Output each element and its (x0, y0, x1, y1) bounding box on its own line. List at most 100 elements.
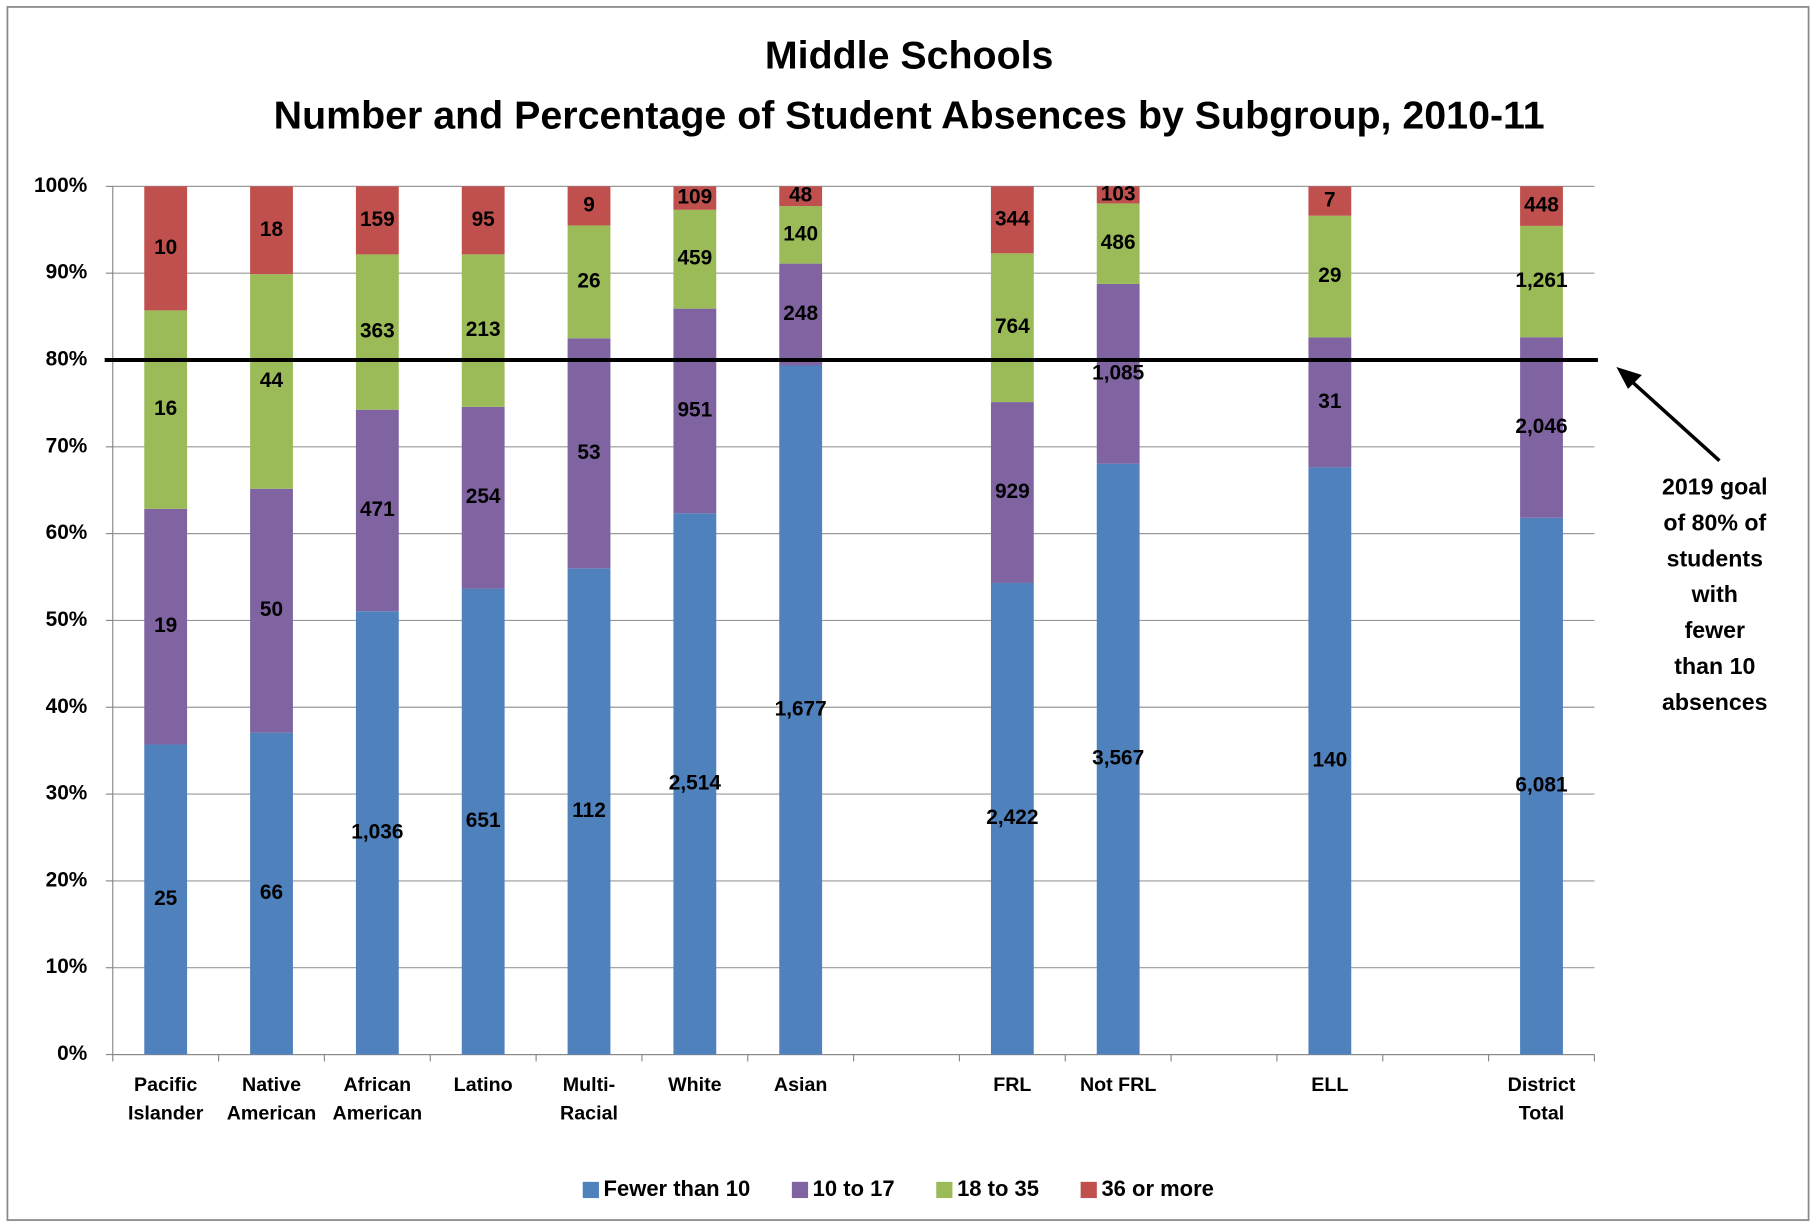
y-tick-label: 10% (46, 955, 88, 978)
data-label: 929 (995, 480, 1030, 503)
y-tick-label: 0% (57, 1042, 87, 1065)
bar-segment (779, 365, 823, 1055)
bar-segment (567, 568, 611, 1055)
x-tick-label: Multi-Racial (560, 1074, 618, 1125)
legend-label: Fewer than 10 (604, 1176, 751, 1201)
legend-swatch (1080, 1181, 1097, 1199)
bar-segment (355, 186, 399, 255)
annotation-arrow (1622, 372, 1721, 462)
data-label: 53 (577, 441, 600, 464)
data-label: 103 (1101, 182, 1136, 205)
data-label: 2,514 (669, 771, 722, 794)
data-label: 651 (466, 809, 501, 832)
bar-segment (144, 310, 188, 509)
data-label: 764 (995, 315, 1030, 338)
data-label: 1,261 (1515, 269, 1567, 292)
bar-segment (673, 308, 717, 514)
x-tick-label: ELL (1311, 1074, 1348, 1096)
annotation: 2019 goal of 80% of students with fewer than … (1662, 474, 1768, 715)
data-label: 159 (360, 208, 395, 231)
y-tick-label: 70% (46, 434, 88, 457)
bar-segment (1308, 467, 1352, 1055)
x-tick-label: Native American (227, 1074, 317, 1125)
data-label: 1,085 (1092, 361, 1144, 384)
bar-segment (990, 402, 1034, 583)
data-label: 26 (577, 269, 600, 292)
data-label: 2,046 (1515, 415, 1567, 438)
chart-title: Middle Schools (765, 33, 1054, 77)
data-label: 95 (472, 208, 495, 231)
data-label: 7 (1324, 189, 1336, 212)
data-label: 66 (260, 881, 283, 904)
x-tick-label: White (668, 1074, 722, 1096)
bar-segment (144, 508, 188, 745)
bar-segment (779, 186, 823, 207)
bar-segment (250, 488, 293, 733)
bar-segment (461, 186, 505, 255)
x-tick-label: African American (333, 1074, 423, 1125)
data-label: 48 (789, 184, 812, 207)
bar-segment (461, 254, 505, 407)
data-label: 2,422 (986, 806, 1038, 829)
bar-segment (355, 611, 399, 1055)
y-tick-label: 50% (46, 608, 88, 631)
bar-segment (355, 254, 399, 410)
data-label: 140 (1312, 748, 1347, 771)
x-tick-label: Not FRL (1080, 1074, 1156, 1096)
data-label: 109 (677, 186, 712, 209)
bar-segment (1520, 337, 1563, 518)
bar-segment (144, 186, 188, 311)
bar-segment (1520, 186, 1563, 226)
data-label: 112 (572, 799, 606, 822)
chart-border (6, 6, 1810, 1221)
data-label: 459 (677, 247, 712, 270)
data-label: 254 (466, 485, 501, 508)
bar-segment (250, 274, 293, 489)
x-tick-label: FRL (993, 1074, 1031, 1096)
data-label: 448 (1524, 194, 1559, 217)
bar-segment (1308, 186, 1352, 216)
data-label: 344 (995, 207, 1030, 230)
bar-segment (990, 186, 1034, 254)
bar-segment (1096, 186, 1140, 204)
bar-segment (990, 582, 1034, 1055)
x-tick-label: Latino (454, 1074, 513, 1096)
data-label: 25 (154, 887, 177, 910)
bar-segment (567, 225, 611, 339)
data-label: 248 (783, 302, 818, 325)
data-label: 29 (1318, 264, 1341, 287)
legend-swatch (791, 1181, 809, 1199)
bar-segment (1096, 283, 1140, 464)
bar-segment (250, 732, 293, 1055)
bar-segment (1520, 517, 1563, 1055)
bar-segment (461, 588, 505, 1055)
bar-segment (1096, 203, 1140, 284)
arrowhead (1616, 366, 1642, 389)
bar-segment (461, 406, 505, 589)
bar-segment (779, 263, 823, 366)
y-tick-label: 100% (34, 174, 87, 197)
data-label: 31 (1318, 390, 1341, 413)
bar-segment (673, 186, 717, 210)
data-label: 3,567 (1092, 747, 1144, 770)
data-label: 1,036 (351, 820, 403, 843)
data-label: 471 (360, 498, 395, 521)
data-label: 213 (466, 318, 501, 341)
data-label: 50 (260, 598, 283, 621)
y-tick-label: 90% (46, 261, 88, 284)
bar-segment (673, 209, 717, 309)
data-label: 16 (154, 397, 177, 420)
bar-segment (779, 206, 823, 264)
data-label: 1,677 (775, 698, 827, 721)
bar-segment (567, 338, 611, 569)
data-label: 10 (154, 236, 177, 259)
data-label: 486 (1101, 231, 1136, 254)
bar-segment (1308, 215, 1352, 338)
bar-segment (144, 744, 188, 1055)
bar-segment (673, 513, 717, 1055)
bar-segment (990, 253, 1034, 403)
data-label: 9 (583, 193, 595, 216)
data-label: 6,081 (1515, 774, 1567, 797)
bar-segment (355, 409, 399, 612)
